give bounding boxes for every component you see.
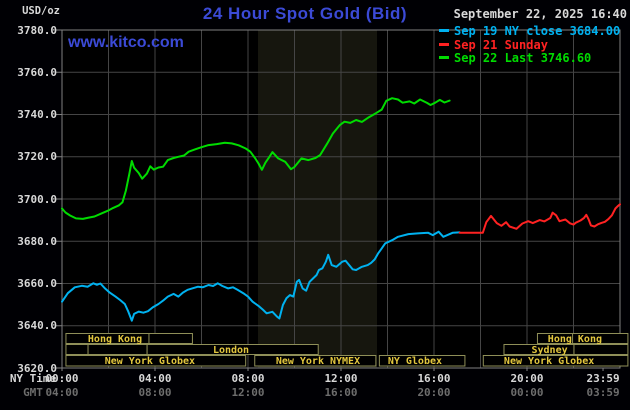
y-axis-tick-label: 3660.0 (17, 277, 57, 290)
x-axis-tick-label-ny: 12:00 (324, 372, 358, 385)
session-label-hong-kong: Hong Kong (547, 333, 602, 345)
gmt-axis-label: GMT (23, 386, 43, 399)
x-axis-tick-label-ny: 00:00 (45, 372, 79, 385)
x-axis-tick-label-gmt: 00:00 (510, 386, 544, 399)
chart-datetime: September 22, 2025 16:40 (453, 7, 627, 21)
y-axis-tick-label: 3720.0 (17, 150, 57, 164)
y-axis-tick-label: 3780.0 (17, 23, 57, 37)
y-axis-tick-label: 3680.0 (17, 234, 57, 248)
x-axis-tick-label-ny: 20:00 (510, 372, 544, 385)
legend-label: Sep 19 NY close 3684.00 (454, 24, 621, 38)
x-axis-tick-label-ny: 08:00 (231, 372, 265, 385)
x-axis-tick-label-gmt: 08:00 (138, 386, 172, 399)
y-axis-tick-label: 3760.0 (17, 65, 57, 79)
session-label-ny-globex: NY Globex (387, 355, 443, 367)
y-axis-tick-label: 3620.0 (17, 361, 57, 375)
x-axis-tick-label-gmt: 20:00 (417, 386, 451, 399)
session-label-new-york-globex: New York Globex (104, 355, 196, 367)
legend: Sep 19 NY close 3684.00 Sep 21 Sunday Se… (439, 24, 621, 66)
y-axis-unit-label: USD/oz (22, 5, 60, 17)
x-axis-tick-label-ny: 23:59 (586, 372, 620, 385)
legend-dash-icon (439, 42, 449, 46)
legend-dash-icon (439, 56, 449, 59)
x-axis-tick-label-gmt: 03:59 (586, 386, 620, 399)
ny-time-axis-label: NY Time (9, 372, 57, 385)
legend-label: Sep 22 Last 3746.60 (454, 51, 592, 65)
x-axis-tick-label-gmt: 16:00 (324, 386, 358, 399)
x-axis-tick-label-ny: 04:00 (138, 372, 172, 385)
legend-item-sep22: Sep 22 Last 3746.60 (439, 51, 620, 66)
y-axis-tick-label: 3740.0 (17, 108, 57, 121)
y-axis-tick-label: 3640.0 (17, 319, 57, 333)
kitco-link[interactable]: www.kitco.com (68, 34, 184, 51)
y-axis-tick-label: 3700.0 (17, 192, 57, 206)
legend-item-sep21: Sep 21 Sunday (439, 37, 620, 53)
page-title: 24 Hour Spot Gold (Bid) (202, 4, 408, 23)
session-label-sydney: Sydney (531, 344, 568, 356)
x-axis-tick-label-ny: 16:00 (417, 372, 451, 385)
legend-label: Sep 21 Sunday (454, 37, 548, 52)
session-label-london: London (212, 344, 250, 356)
x-axis-tick-label-gmt: 04:00 (45, 386, 79, 399)
session-label-new-york-nymex: New York NYMEX (275, 355, 361, 367)
session-label-hong-kong: Hong Kong (87, 333, 143, 345)
session-label-new-york-globex: New York Globex (503, 355, 595, 367)
x-axis-tick-label-gmt: 12:00 (231, 386, 265, 399)
legend-dash-icon (439, 29, 449, 32)
legend-item-sep19: Sep 19 NY close 3684.00 (439, 24, 621, 39)
